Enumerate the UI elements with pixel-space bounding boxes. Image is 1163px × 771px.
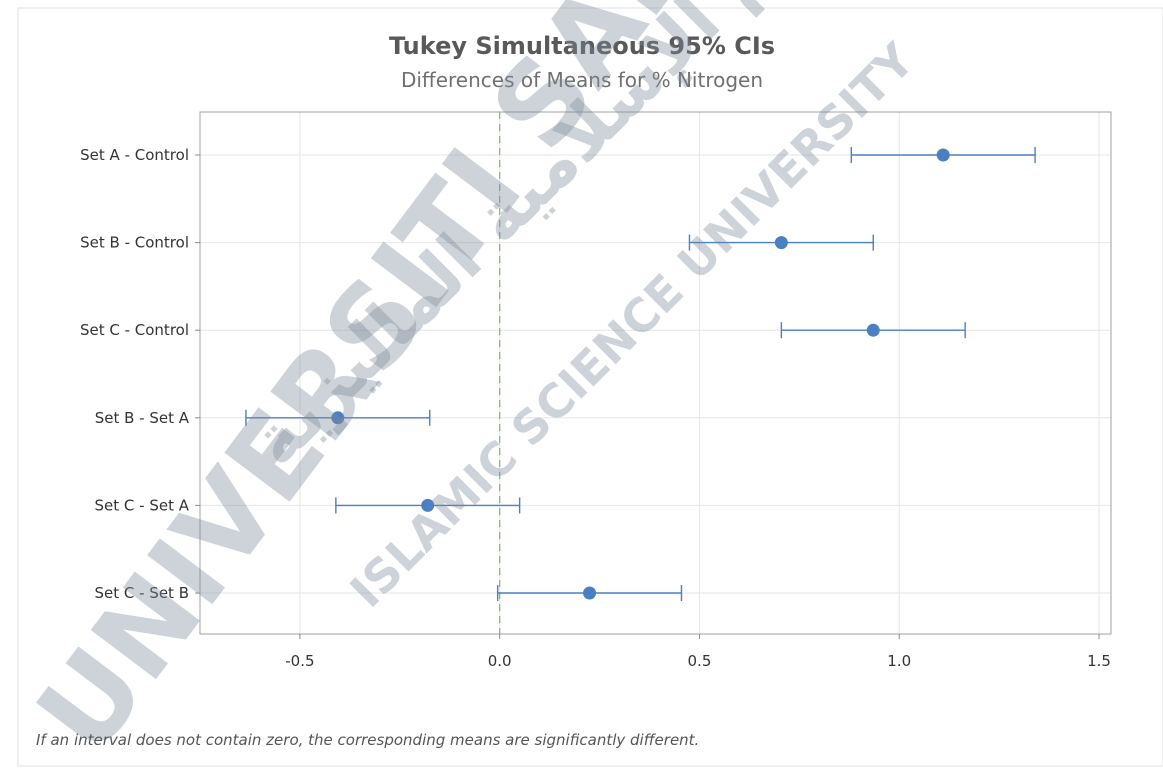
mean-difference-point <box>774 236 788 250</box>
y-category-label: Set B - Set A <box>95 409 190 427</box>
y-axis-ticks: Set A - Control Set B - Control Set C - Co… <box>80 146 200 602</box>
chart-outer-border <box>17 7 1163 767</box>
mean-difference-point <box>331 411 345 425</box>
plot-area-frame <box>199 111 1112 635</box>
x-tick-label: 1.0 <box>887 652 911 670</box>
y-category-label: Set C - Control <box>80 321 189 339</box>
chart-title: Tukey Simultaneous 95% CIs <box>389 32 775 60</box>
chart-footnote: If an interval does not contain zero, th… <box>36 731 699 749</box>
interval-marks <box>245 147 1036 601</box>
x-tick-label: 0.5 <box>688 652 712 670</box>
y-category-label: Set C - Set A <box>95 496 190 514</box>
x-tick-label: -0.5 <box>285 652 314 670</box>
x-axis-ticks: -0.5 0.0 0.5 1.0 1.5 <box>285 634 1111 670</box>
chart-subtitle: Differences of Means for % Nitrogen <box>401 68 763 92</box>
mean-difference-point <box>583 586 597 600</box>
y-category-label: Set A - Control <box>80 146 189 164</box>
mean-difference-point <box>866 323 880 337</box>
y-category-label: Set B - Control <box>80 234 189 252</box>
y-category-label: Set C - Set B <box>94 584 189 602</box>
x-tick-label: 0.0 <box>488 652 512 670</box>
mean-difference-point <box>421 498 435 512</box>
mean-difference-point <box>936 148 950 162</box>
x-tick-label: 1.5 <box>1087 652 1111 670</box>
